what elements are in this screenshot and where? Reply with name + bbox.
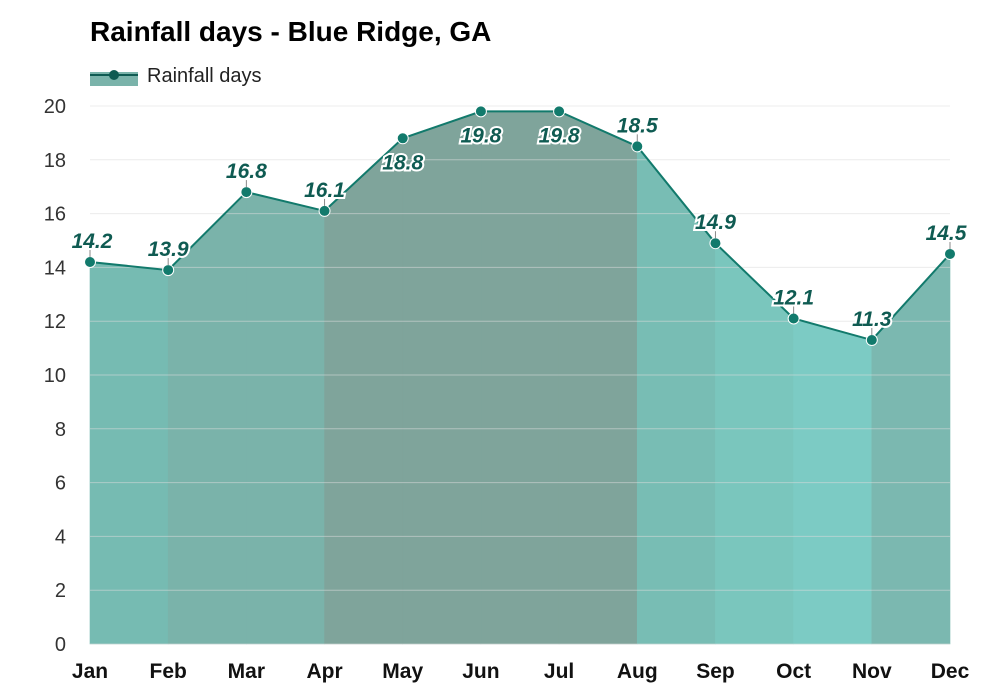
data-label-jan: 14.2 [72, 230, 113, 253]
y-tick-label-0: 0 [55, 634, 66, 656]
y-tick-label-20: 20 [44, 96, 66, 118]
data-point-dec [944, 247, 956, 260]
area-band-apr [324, 137, 404, 645]
data-point-may [396, 132, 409, 145]
data-label-nov: 11.3 [852, 308, 892, 331]
y-tick-label-2: 2 [55, 580, 66, 602]
data-label-mar: 16.8 [226, 160, 267, 183]
y-tick-label-12: 12 [44, 311, 66, 333]
data-label-feb: 13.9 [148, 238, 189, 261]
x-axis-ticks: Jan Feb Mar Apr May Jun Jul Aug Sep Oct Nov Dec [72, 660, 970, 683]
data-label-jul: 19.8 [539, 124, 580, 147]
data-point-jun [474, 105, 487, 118]
x-tick-label-feb: Feb [150, 660, 187, 683]
area-band-jul [558, 110, 638, 645]
legend-label: Rainfall days [147, 65, 262, 87]
x-tick-label-aug: Aug [617, 660, 658, 683]
x-tick-label-sep: Sep [696, 660, 735, 683]
y-tick-label-10: 10 [44, 365, 66, 387]
area-band-may [402, 110, 482, 645]
data-point-feb [162, 264, 175, 277]
x-tick-label-dec: Dec [931, 660, 970, 683]
area-bands [89, 110, 951, 645]
data-point-jul [553, 105, 566, 118]
data-label-apr: 16.1 [304, 179, 345, 202]
data-label-sep: 14.9 [695, 211, 736, 234]
y-tick-label-4: 4 [55, 526, 66, 548]
area-band-jan [89, 261, 169, 645]
data-point-jan [84, 256, 96, 269]
x-tick-label-jan: Jan [72, 660, 108, 683]
x-tick-label-apr: Apr [306, 660, 342, 683]
x-tick-label-mar: Mar [228, 660, 265, 683]
x-tick-label-nov: Nov [852, 660, 892, 683]
x-tick-label-jul: Jul [544, 660, 574, 683]
data-point-aug [631, 140, 644, 153]
y-tick-label-6: 6 [55, 473, 66, 495]
y-tick-label-16: 16 [44, 204, 66, 226]
data-point-nov [865, 334, 878, 347]
chart-title: Rainfall days - Blue Ridge, GA [90, 16, 491, 47]
data-label-jun: 19.8 [460, 124, 501, 147]
series-rainfall-days [84, 105, 956, 347]
area-band-mar [246, 191, 325, 645]
x-tick-label-oct: Oct [776, 660, 811, 683]
legend: Rainfall days [90, 65, 262, 87]
data-label-dec: 14.5 [926, 222, 967, 245]
data-point-apr [318, 204, 331, 217]
y-tick-label-14: 14 [44, 257, 66, 279]
x-tick-label-jun: Jun [462, 660, 499, 683]
legend-marker [109, 70, 119, 80]
y-axis-ticks: 0 2 4 6 8 10 12 14 16 18 20 [44, 96, 66, 656]
data-label-may: 18.8 [382, 151, 423, 174]
y-tick-label-8: 8 [55, 419, 66, 441]
data-point-sep [709, 237, 722, 250]
data-label-oct: 12.1 [773, 287, 814, 310]
data-point-mar [240, 186, 253, 199]
y-tick-label-18: 18 [44, 150, 66, 172]
area-band-jun [480, 111, 560, 645]
data-labels: 14.2 13.9 16.8 16.1 18.8 19.8 19.8 18.5 14.9 12.1… [70, 112, 969, 336]
data-point-oct [787, 312, 800, 325]
area-band-oct [793, 318, 873, 645]
data-label-aug: 18.5 [617, 114, 658, 137]
x-tick-label-may: May [382, 660, 423, 683]
series-line [89, 110, 951, 342]
